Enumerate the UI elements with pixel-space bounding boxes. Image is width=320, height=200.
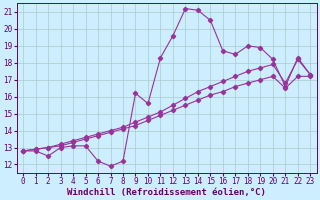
X-axis label: Windchill (Refroidissement éolien,°C): Windchill (Refroidissement éolien,°C)	[67, 188, 266, 197]
